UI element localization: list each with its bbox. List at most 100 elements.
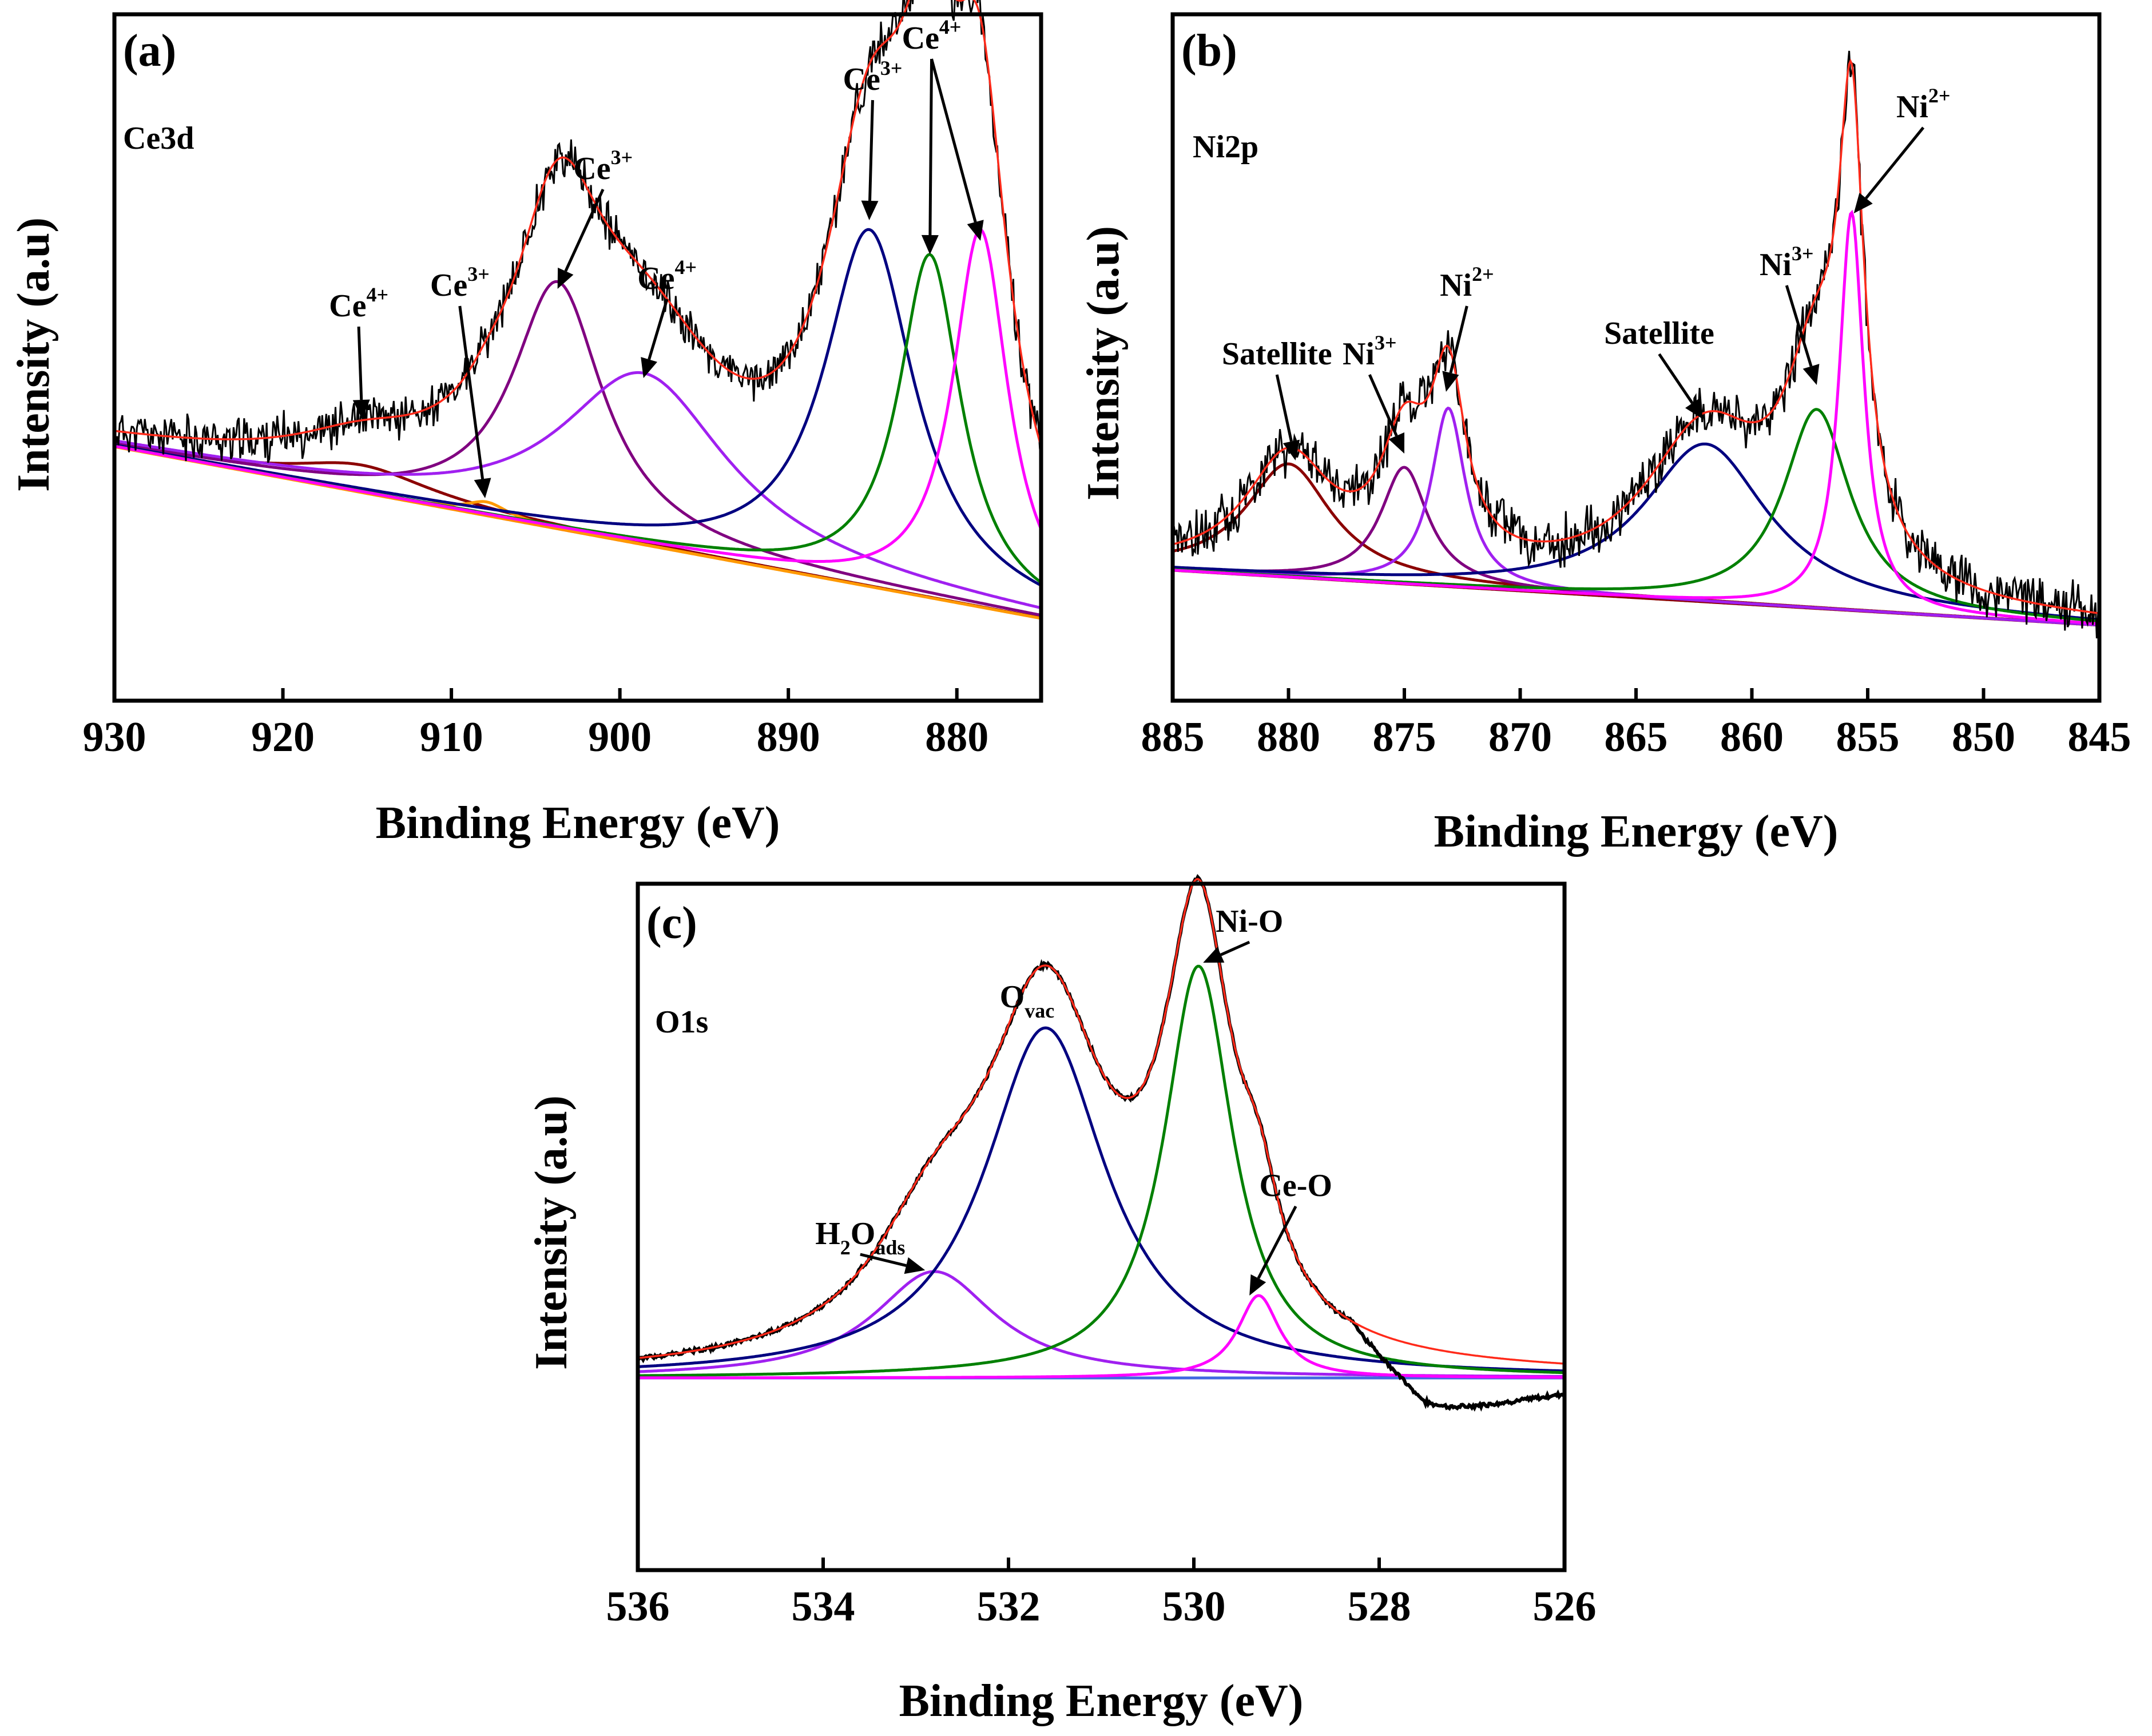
panel-c-ylabel: Intensity (a.u) bbox=[526, 1095, 577, 1370]
x-tick-label: 900 bbox=[588, 714, 652, 761]
component-peak bbox=[1172, 462, 2100, 626]
annotation-arrowhead bbox=[904, 1257, 926, 1274]
annotation-arrow bbox=[928, 58, 934, 236]
annotation-label: Ce3+ bbox=[573, 146, 633, 186]
annotation-sup: 4+ bbox=[939, 15, 962, 38]
panel-b-ylabel: Intensity (a.u) bbox=[1078, 226, 1129, 500]
annotation-base: Ni bbox=[1440, 268, 1472, 303]
annotation-sub: ads bbox=[875, 1236, 905, 1259]
annotation-arrowhead bbox=[1442, 371, 1459, 392]
annotation-sup: 2+ bbox=[1928, 84, 1951, 107]
annotation-base: Ni bbox=[1760, 247, 1792, 283]
envelope-fit-line bbox=[637, 877, 1565, 1365]
peak-annotation: Ni2+ bbox=[1853, 84, 1951, 213]
panel-a-x-axis: 930 920 910 900 890 880 bbox=[83, 688, 988, 761]
panel-a-ylabel: Intensity (a.u) bbox=[9, 217, 59, 492]
annotation-base: Ni bbox=[1343, 336, 1375, 372]
annotation-arrowhead bbox=[1388, 432, 1405, 454]
annotation-arrowhead bbox=[1853, 193, 1873, 213]
panel-a-plot-area: Ce4+ Ce3+Ce3+Ce4+Ce3+Ce4+Ce4+ bbox=[113, 0, 1043, 620]
annotation-base: Ce bbox=[843, 62, 880, 97]
annotation-label: Satellite bbox=[1222, 336, 1332, 372]
annotation-base: Ce bbox=[329, 288, 366, 324]
annotation-base: Satellite bbox=[1222, 336, 1332, 372]
annotation-base: O bbox=[1000, 979, 1025, 1015]
x-tick-label: 526 bbox=[1533, 1583, 1597, 1630]
component-peak bbox=[1172, 209, 2100, 625]
peak-annotation: Ce3+ bbox=[430, 263, 491, 498]
peak-annotation: Ce4+ bbox=[902, 15, 962, 255]
annotation-arrow bbox=[860, 1253, 907, 1267]
x-tick-label: 910 bbox=[420, 714, 483, 761]
raw-data-line bbox=[113, 0, 1042, 463]
peak-annotation: Satellite bbox=[1604, 316, 1714, 419]
annotation-base: H bbox=[815, 1216, 840, 1252]
panel-c-x-axis: 536 534 532 530 528 526 bbox=[606, 1558, 1597, 1630]
annotation-label: Ce3+ bbox=[843, 57, 903, 97]
x-tick-label: 880 bbox=[1257, 714, 1320, 761]
x-tick-label: 860 bbox=[1720, 714, 1784, 761]
annotation-sub: 2 bbox=[840, 1236, 851, 1259]
panel-b-label: (b) bbox=[1181, 26, 1237, 76]
peak-annotation: Ce4+ bbox=[637, 256, 697, 378]
annotation-arrow bbox=[1449, 305, 1468, 374]
x-tick-label: 875 bbox=[1373, 714, 1436, 761]
annotation-sub: vac bbox=[1025, 999, 1054, 1022]
x-tick-label: 850 bbox=[1952, 714, 2015, 761]
annotation-arrowhead bbox=[641, 357, 657, 378]
peak-annotation: Ni-O bbox=[1203, 904, 1283, 963]
peak-annotation: H2Oads bbox=[815, 1216, 926, 1274]
annotation-arrowhead bbox=[474, 478, 491, 498]
annotation-arrow bbox=[357, 326, 363, 400]
x-tick-label: 885 bbox=[1141, 714, 1205, 761]
annotation-label: Ni2+ bbox=[1896, 84, 1951, 125]
annotation-arrow bbox=[1865, 126, 1925, 200]
x-tick-label: 855 bbox=[1836, 714, 1900, 761]
component-peak bbox=[114, 371, 1042, 610]
annotation-base: Ce bbox=[430, 268, 467, 303]
x-tick-label: 930 bbox=[83, 714, 146, 761]
annotation-arrowhead bbox=[557, 267, 574, 289]
raw-data-line bbox=[1172, 50, 2101, 639]
annotation-arrowhead bbox=[1802, 364, 1820, 385]
component-peak bbox=[114, 280, 1042, 617]
x-tick-label: 890 bbox=[757, 714, 820, 761]
annotation-label: Ni3+ bbox=[1343, 331, 1397, 372]
annotation-label: Ovac bbox=[1000, 979, 1055, 1022]
annotation-arrow bbox=[930, 58, 977, 223]
x-tick-label: 845 bbox=[2068, 714, 2131, 761]
annotation-sup: 2+ bbox=[1472, 263, 1494, 285]
panel-c-region: O1s bbox=[655, 1004, 708, 1040]
component-peak bbox=[637, 1270, 1565, 1378]
annotation-sup: 4+ bbox=[939, 15, 962, 38]
annotation-label: Ni-O bbox=[1216, 904, 1283, 939]
annotation-label: Ce4+ bbox=[637, 256, 697, 296]
peak-annotation: Ce3+ bbox=[557, 146, 633, 289]
component-peak bbox=[638, 1294, 1565, 1380]
annotation-arrow bbox=[1785, 285, 1813, 367]
annotation-arrowhead bbox=[1283, 439, 1300, 460]
annotation-arrow bbox=[1220, 940, 1250, 956]
annotation-label: Ce4+ bbox=[329, 283, 388, 324]
annotation-arrow bbox=[1368, 374, 1398, 436]
annotation-arrowhead bbox=[352, 399, 370, 419]
x-tick-label: 528 bbox=[1348, 1583, 1411, 1630]
panel-a-ce3d: Ce4+ Ce3+Ce3+Ce4+Ce3+Ce4+Ce4+ 930 920 910 90… bbox=[9, 0, 1043, 848]
annotation-arrow bbox=[458, 305, 485, 479]
panel-b-xlabel: Binding Energy (eV) bbox=[1434, 807, 1839, 857]
panel-c-frame bbox=[636, 881, 1567, 1572]
annotation-label: Ce4+ bbox=[902, 15, 962, 56]
x-tick-label: 880 bbox=[925, 714, 988, 761]
peak-annotation: Ni3+ bbox=[1343, 331, 1405, 454]
x-tick-label: 870 bbox=[1488, 714, 1552, 761]
annotation-label: Ni3+ bbox=[1760, 242, 1814, 283]
annotation-label: Ce4+ bbox=[902, 15, 962, 56]
annotation-sup: 3+ bbox=[1375, 331, 1397, 354]
x-tick-label: 536 bbox=[606, 1583, 670, 1630]
annotation-label: H2Oads bbox=[815, 1216, 905, 1259]
annotation-base: Ce bbox=[902, 21, 939, 56]
annotation-sup: 3+ bbox=[1792, 242, 1814, 265]
